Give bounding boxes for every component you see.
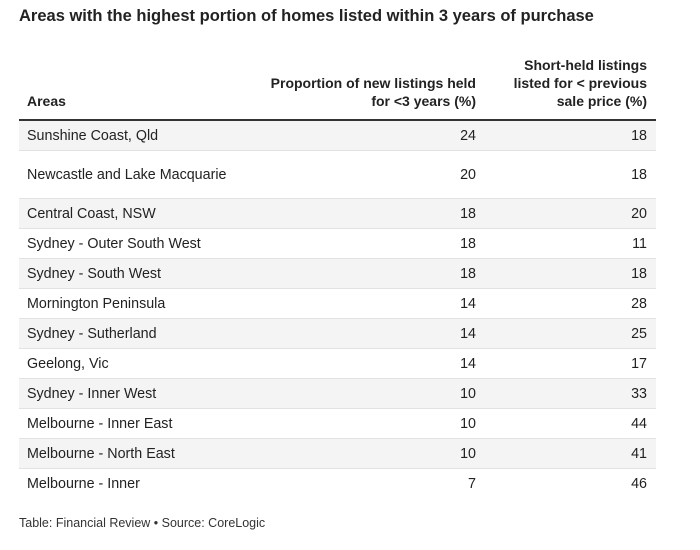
cell-area: Melbourne - Inner xyxy=(19,468,249,498)
table-row: Newcastle and Lake Macquarie 20 18 xyxy=(19,150,656,199)
cell-below-price: 18 xyxy=(485,258,656,289)
cell-proportion: 7 xyxy=(249,468,485,498)
table-row: Melbourne - Inner 7 46 xyxy=(19,468,656,498)
table-row: Geelong, Vic 14 17 xyxy=(19,348,656,379)
cell-below-price: 18 xyxy=(485,150,656,199)
cell-area: Sydney - Inner West xyxy=(19,378,249,409)
cell-below-price: 44 xyxy=(485,408,656,439)
cell-area: Melbourne - Inner East xyxy=(19,408,249,439)
cell-area: Central Coast, NSW xyxy=(19,198,249,229)
table-row: Central Coast, NSW 18 20 xyxy=(19,198,656,229)
cell-below-price: 33 xyxy=(485,378,656,409)
data-table: Areas Proportion of new listings held fo… xyxy=(19,54,656,498)
cell-area: Newcastle and Lake Macquarie xyxy=(19,150,249,199)
chart-title: Areas with the highest portion of homes … xyxy=(19,7,594,25)
cell-area: Sunshine Coast, Qld xyxy=(19,120,249,151)
cell-proportion: 24 xyxy=(249,120,485,151)
cell-proportion: 18 xyxy=(249,198,485,229)
table-row: Sydney - Sutherland 14 25 xyxy=(19,318,656,349)
table-row: Melbourne - Inner East 10 44 xyxy=(19,408,656,439)
table-row: Sydney - Inner West 10 33 xyxy=(19,378,656,409)
table-body: Sunshine Coast, Qld 24 18 Newcastle and Lak… xyxy=(19,120,656,498)
table-row: Sunshine Coast, Qld 24 18 xyxy=(19,120,656,151)
column-header-areas: Areas xyxy=(19,54,249,121)
cell-below-price: 28 xyxy=(485,288,656,319)
cell-area: Sydney - Outer South West xyxy=(19,228,249,259)
table-row: Melbourne - North East 10 41 xyxy=(19,438,656,469)
cell-proportion: 14 xyxy=(249,288,485,319)
column-header-short-held: Short-held listings listed for < previou… xyxy=(485,54,656,121)
table-row: Sydney - Outer South West 18 11 xyxy=(19,228,656,259)
source-footer: Table: Financial Review • Source: CoreLo… xyxy=(19,516,266,530)
cell-proportion: 10 xyxy=(249,438,485,469)
column-header-proportion: Proportion of new listings held for <3 y… xyxy=(249,54,485,121)
cell-area: Melbourne - North East xyxy=(19,438,249,469)
header-row: Areas Proportion of new listings held fo… xyxy=(19,54,656,121)
cell-below-price: 18 xyxy=(485,120,656,151)
cell-proportion: 20 xyxy=(249,150,485,199)
cell-below-price: 20 xyxy=(485,198,656,229)
table-row: Sydney - South West 18 18 xyxy=(19,258,656,289)
cell-proportion: 18 xyxy=(249,228,485,259)
cell-area: Sydney - Sutherland xyxy=(19,318,249,349)
cell-below-price: 41 xyxy=(485,438,656,469)
cell-proportion: 18 xyxy=(249,258,485,289)
cell-below-price: 46 xyxy=(485,468,656,498)
cell-area: Mornington Peninsula xyxy=(19,288,249,319)
cell-proportion: 14 xyxy=(249,348,485,379)
cell-area: Geelong, Vic xyxy=(19,348,249,379)
cell-below-price: 25 xyxy=(485,318,656,349)
table-row: Mornington Peninsula 14 28 xyxy=(19,288,656,319)
cell-below-price: 17 xyxy=(485,348,656,379)
cell-below-price: 11 xyxy=(485,228,656,259)
data-table-container: Areas Proportion of new listings held fo… xyxy=(19,54,656,498)
cell-proportion: 14 xyxy=(249,318,485,349)
cell-area: Sydney - South West xyxy=(19,258,249,289)
table-header: Areas Proportion of new listings held fo… xyxy=(19,54,656,121)
cell-proportion: 10 xyxy=(249,408,485,439)
cell-proportion: 10 xyxy=(249,378,485,409)
